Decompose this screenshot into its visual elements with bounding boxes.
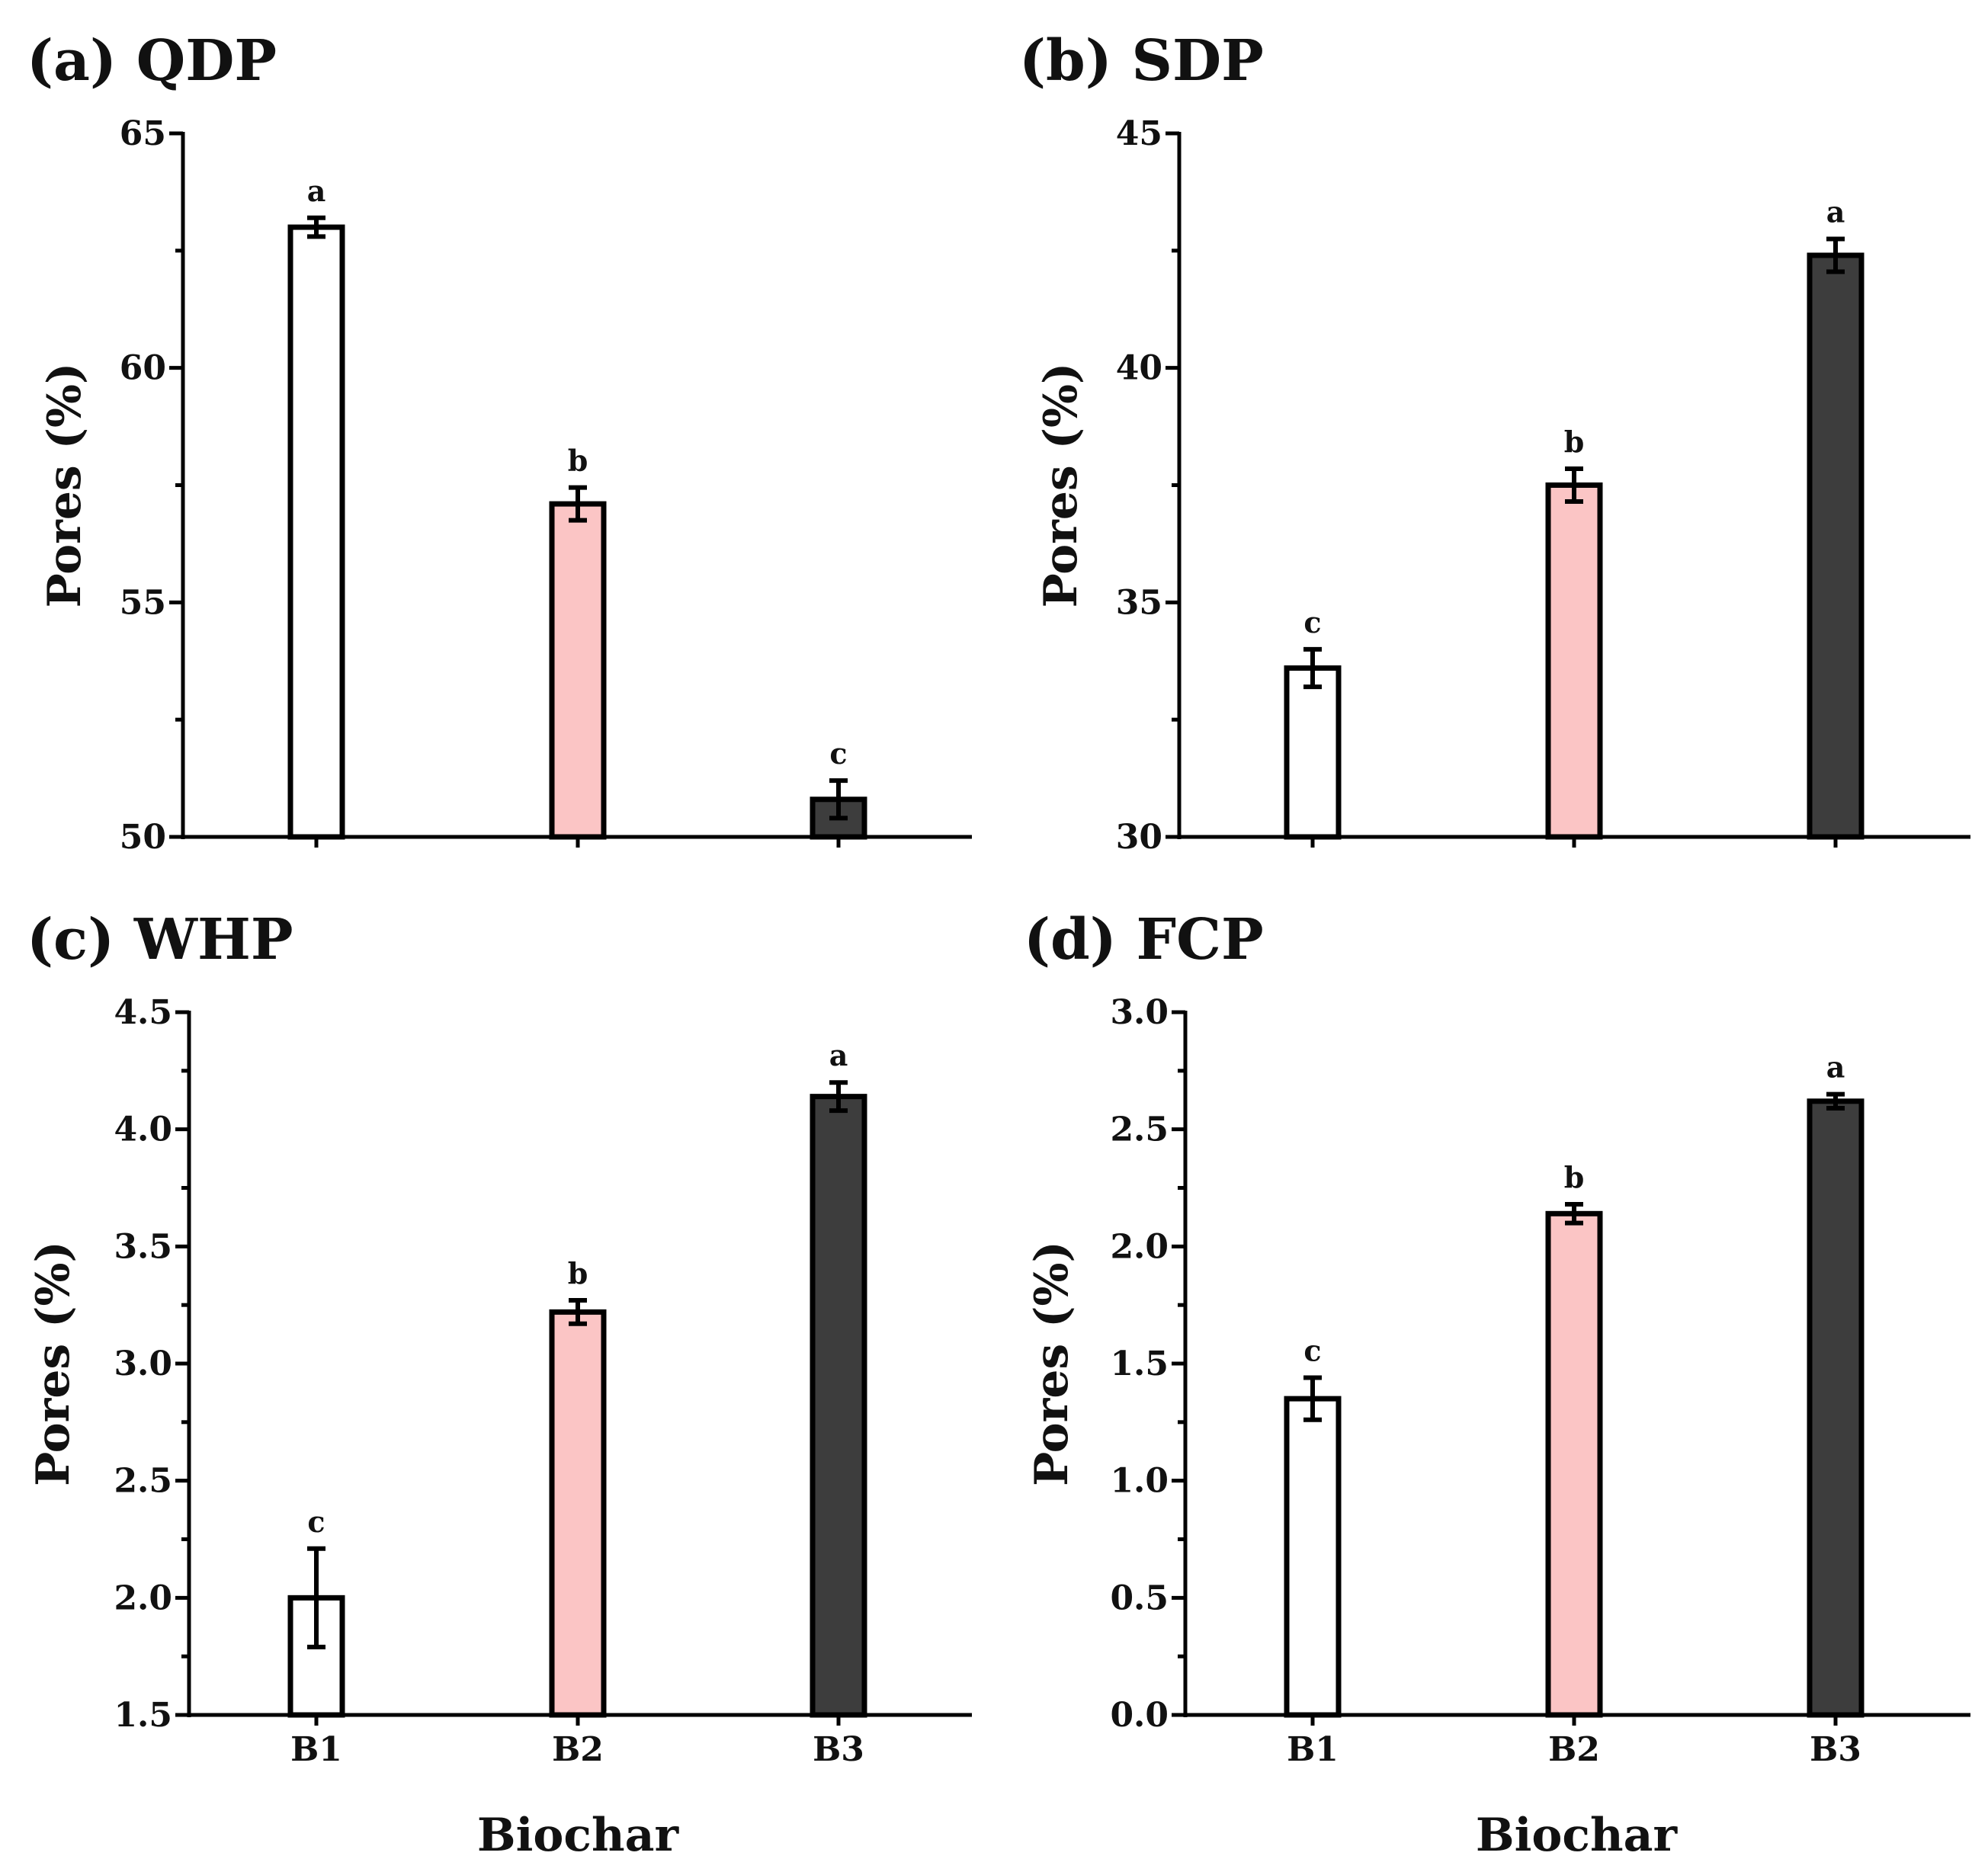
y-axis-label-b: Pores (%) bbox=[1034, 363, 1088, 608]
y-tick-label-c-6: 4.5 bbox=[114, 993, 172, 1032]
bar-b-B3 bbox=[1807, 252, 1865, 840]
x-tick-label-d-B3: B3 bbox=[1810, 1730, 1861, 1769]
y-tick-label-c-0: 1.5 bbox=[114, 1696, 172, 1735]
y-tick-label-d-0: 0.0 bbox=[1110, 1696, 1169, 1735]
bar-a-B1 bbox=[287, 224, 345, 840]
significance-letter-a-B3: c bbox=[829, 736, 847, 771]
y-tick-label-c-1: 2.0 bbox=[114, 1579, 172, 1617]
chart-title-d: (d) FCP bbox=[1024, 907, 1264, 973]
significance-letter-b-B3: a bbox=[1826, 194, 1845, 229]
y-tick-label-d-4: 2.0 bbox=[1110, 1227, 1169, 1266]
chart-panel-b: (b) SDP Pores (%) c b a 30 35 40 45 bbox=[1019, 28, 1970, 857]
chart-title-a: (a) QDP bbox=[27, 28, 277, 94]
bar-d-B3 bbox=[1807, 1098, 1865, 1718]
chart-panel-d: (d) FCP Pores (%) c b a 0.0 0.5 1.0 1.5 2.0 2.5 3.0… bbox=[1024, 907, 1970, 1769]
significance-letter-a-B1: a bbox=[307, 174, 326, 208]
significance-letter-d-B1: c bbox=[1303, 1333, 1321, 1367]
significance-letter-d-B3: a bbox=[1826, 1050, 1845, 1085]
y-tick-label-a-1: 55 bbox=[120, 583, 166, 622]
y-tick-label-d-2: 1.0 bbox=[1110, 1462, 1169, 1501]
y-tick-label-c-4: 3.5 bbox=[114, 1227, 172, 1266]
figure-xlabel-right: Biochar bbox=[1476, 1809, 1679, 1862]
significance-letter-a-B2: b bbox=[568, 444, 588, 478]
y-axis-label-c: Pores (%) bbox=[27, 1241, 80, 1486]
y-tick-label-b-1: 35 bbox=[1116, 583, 1162, 622]
y-tick-label-d-5: 2.5 bbox=[1110, 1111, 1169, 1149]
y-axis-label-a: Pores (%) bbox=[38, 363, 91, 608]
x-tick-label-c-B1: B1 bbox=[290, 1730, 342, 1769]
chart-panel-c: (c) WHP Pores (%) c b a 1.5 2.0 2.5 3.0 3.5 4.0 4.5… bbox=[27, 907, 972, 1769]
significance-letter-c-B3: a bbox=[829, 1038, 848, 1072]
chart-panel-a: (a) QDP Pores (%) a b c 50 55 60 65 bbox=[27, 28, 972, 857]
y-tick-label-c-3: 3.0 bbox=[114, 1345, 172, 1383]
y-tick-label-b-2: 40 bbox=[1116, 349, 1162, 388]
bar-c-B3 bbox=[810, 1094, 867, 1718]
y-tick-label-c-5: 4.0 bbox=[114, 1111, 172, 1149]
y-tick-label-a-0: 50 bbox=[120, 818, 166, 857]
chart-title-c: (c) WHP bbox=[27, 907, 293, 973]
y-tick-label-b-0: 30 bbox=[1116, 818, 1162, 857]
bar-b-B1 bbox=[1284, 665, 1342, 840]
y-axis-label-d: Pores (%) bbox=[1025, 1241, 1079, 1486]
x-tick-label-d-B2: B2 bbox=[1548, 1730, 1600, 1769]
y-tick-label-a-2: 60 bbox=[120, 349, 166, 388]
significance-letter-d-B2: b bbox=[1564, 1160, 1585, 1194]
significance-letter-c-B2: b bbox=[568, 1256, 588, 1290]
y-tick-label-d-6: 3.0 bbox=[1110, 993, 1169, 1032]
bar-a-B2 bbox=[549, 501, 607, 840]
chart-title-b: (b) SDP bbox=[1019, 28, 1264, 94]
bar-b-B2 bbox=[1545, 482, 1603, 840]
y-tick-label-a-3: 65 bbox=[120, 114, 166, 153]
x-tick-label-c-B3: B3 bbox=[813, 1730, 864, 1769]
y-tick-label-d-3: 1.5 bbox=[1110, 1345, 1169, 1383]
x-tick-label-d-B1: B1 bbox=[1287, 1730, 1339, 1769]
bar-d-B1 bbox=[1284, 1396, 1342, 1718]
significance-letter-b-B2: b bbox=[1564, 425, 1585, 459]
figure-xlabel-left: Biochar bbox=[477, 1809, 680, 1862]
x-tick-label-c-B2: B2 bbox=[552, 1730, 604, 1769]
bar-d-B2 bbox=[1545, 1210, 1603, 1718]
significance-letter-c-B1: c bbox=[307, 1505, 325, 1539]
bar-c-B2 bbox=[549, 1309, 607, 1718]
y-tick-label-d-1: 0.5 bbox=[1110, 1579, 1169, 1617]
y-tick-label-c-2: 2.5 bbox=[114, 1462, 172, 1501]
significance-letter-b-B1: c bbox=[1303, 605, 1321, 639]
y-tick-label-b-3: 45 bbox=[1116, 114, 1162, 153]
